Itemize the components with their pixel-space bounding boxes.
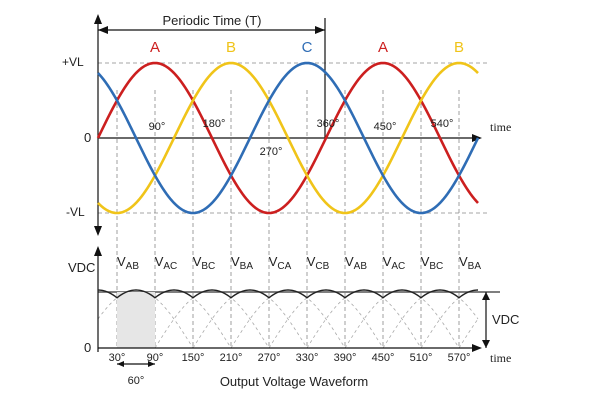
phase-label-4: B bbox=[454, 39, 464, 56]
line-voltage-label-0: VAB bbox=[117, 254, 139, 272]
period-label: Periodic Time (T) bbox=[163, 13, 262, 28]
rectified-output bbox=[97, 289, 479, 299]
line-voltage-labels: VAB VAC VBC VBA VCA VCB VAB VAC VBC VBA bbox=[117, 254, 481, 272]
top-y-axis-up-arrow bbox=[94, 14, 102, 24]
line-voltage-ghost-1 bbox=[97, 289, 194, 349]
vdc-label: VDC bbox=[68, 260, 95, 275]
zero-label-bottom: 0 bbox=[84, 340, 91, 355]
line-voltage-label-5: VCB bbox=[307, 254, 330, 272]
phase-c-wave bbox=[97, 61, 480, 215]
minus-vl-text: -VL bbox=[66, 205, 85, 219]
line-voltage-ghost-11 bbox=[458, 318, 479, 349]
phase-b-wave bbox=[97, 61, 479, 215]
bottom-angle-1: 90° bbox=[147, 352, 164, 364]
line-voltage-label-3: VBA bbox=[231, 254, 253, 272]
top-angle-0: 90° bbox=[149, 121, 166, 133]
phase-label-2: C bbox=[302, 39, 313, 56]
sixty-label: 60° bbox=[128, 375, 145, 387]
caption: Output Voltage Waveform bbox=[220, 374, 368, 389]
top-y-axis-down-arrow bbox=[94, 226, 102, 236]
line-voltage-label-2: VBC bbox=[193, 254, 216, 272]
bottom-angle-0: 30° bbox=[109, 352, 126, 364]
top-angle-2: 270° bbox=[260, 146, 283, 158]
top-angle-4: 450° bbox=[374, 121, 397, 133]
line-voltage-ghost-9 bbox=[382, 289, 479, 349]
plus-vl-text: +VL bbox=[62, 55, 84, 69]
top-gridlines bbox=[98, 62, 490, 348]
bottom-angle-4: 270° bbox=[258, 352, 281, 364]
bottom-angle-2: 150° bbox=[182, 352, 205, 364]
bottom-angle-5: 330° bbox=[296, 352, 319, 364]
bottom-angle-7: 450° bbox=[372, 352, 395, 364]
line-voltage-label-9: VBA bbox=[459, 254, 481, 272]
zero-label-top: 0 bbox=[84, 130, 91, 145]
top-time-label: time bbox=[490, 120, 511, 134]
sixty-degree-shade bbox=[117, 292, 155, 348]
rectified-envelope bbox=[97, 289, 479, 299]
top-angle-labels: 90° 180° 270° 360° 450° 540° bbox=[149, 118, 454, 158]
sixty-dim-left-arrow bbox=[117, 361, 124, 367]
top-angle-3: 360° bbox=[317, 118, 340, 130]
top-angle-1: 180° bbox=[203, 118, 226, 130]
bottom-y-axis-arrow bbox=[94, 246, 102, 256]
top-angle-5: 540° bbox=[431, 118, 454, 130]
line-voltage-label-7: VAC bbox=[383, 254, 406, 272]
bottom-angle-6: 390° bbox=[334, 352, 357, 364]
bottom-angle-9: 570° bbox=[448, 352, 471, 364]
phase-waves bbox=[96, 61, 480, 215]
period-right-arrow bbox=[315, 26, 325, 34]
phase-a-wave bbox=[96, 61, 479, 215]
sixty-dim-right-arrow bbox=[148, 361, 155, 367]
line-voltage-label-4: VCA bbox=[269, 254, 292, 272]
phase-label-3: A bbox=[378, 39, 388, 56]
line-voltage-label-8: VBC bbox=[421, 254, 444, 272]
bottom-angle-8: 510° bbox=[410, 352, 433, 364]
bottom-time-label: time bbox=[490, 351, 511, 365]
line-voltage-ghost-10 bbox=[420, 289, 479, 349]
line-voltage-label-1: VAC bbox=[155, 254, 178, 272]
period-left-arrow bbox=[98, 26, 108, 34]
plus-vl-label: +VL bbox=[62, 55, 84, 69]
vdc-dim-down-arrow bbox=[482, 340, 490, 348]
bottom-time-arrow bbox=[472, 344, 482, 352]
vdc-side-label: VDC bbox=[492, 312, 519, 327]
bottom-angle-3: 210° bbox=[220, 352, 243, 364]
minus-vl-label: -VL bbox=[66, 205, 85, 219]
bottom-gridlines bbox=[97, 289, 500, 349]
bottom-angle-labels: 30° 90° 150° 210° 270° 330° 390° 450° 510° 570° bbox=[109, 352, 471, 364]
phase-label-0: A bbox=[150, 39, 160, 56]
phase-label-1: B bbox=[226, 39, 236, 56]
vdc-dim-up-arrow bbox=[482, 292, 490, 300]
line-voltage-label-6: VAB bbox=[345, 254, 367, 272]
